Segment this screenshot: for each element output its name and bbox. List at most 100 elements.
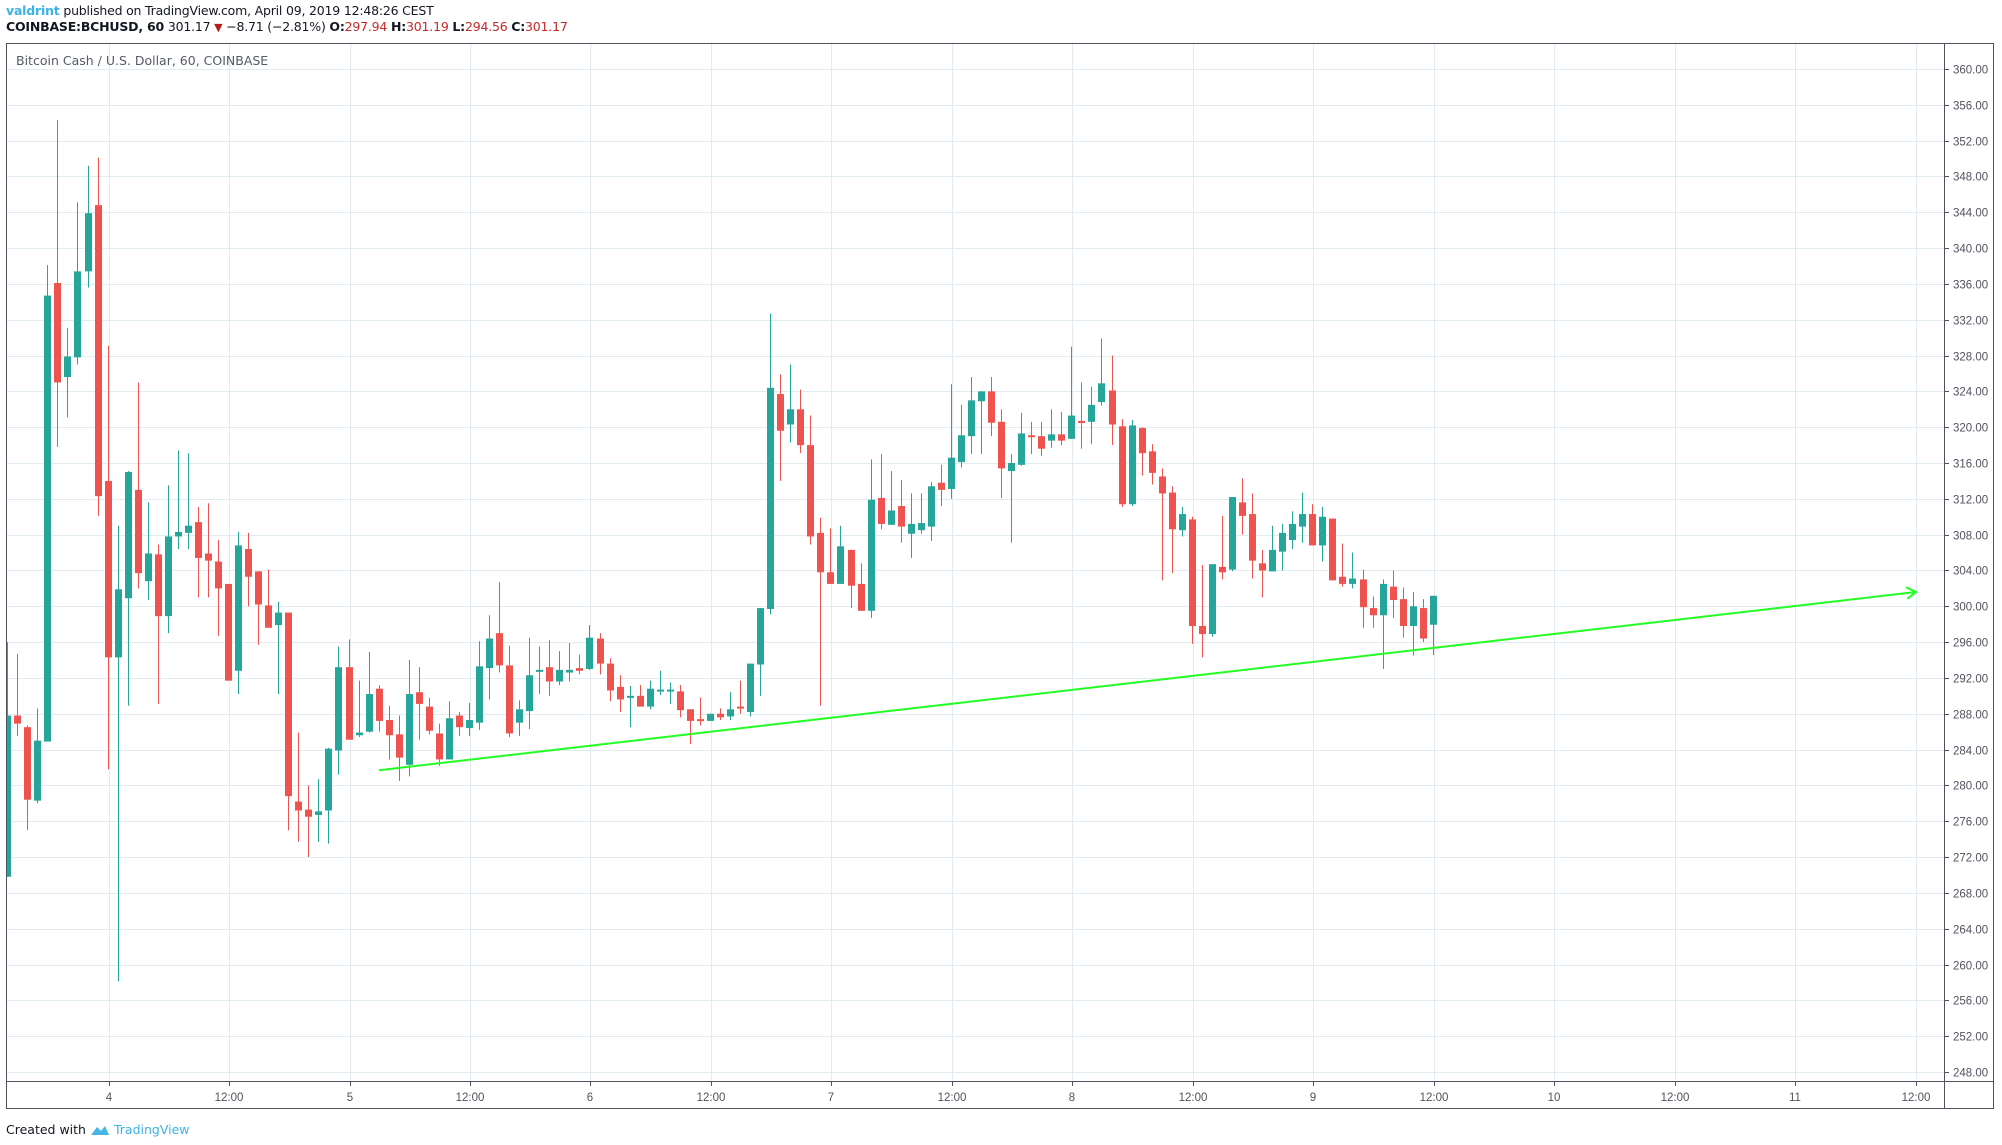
- candle: [1038, 421, 1045, 456]
- time-tick-label: 5: [347, 1092, 353, 1104]
- candle: [607, 658, 614, 702]
- price-axis[interactable]: 360.00 356.00 352.00 348.00 344.00 340.00 336.…: [1944, 65, 1988, 1080]
- price-tick-label: 252.00: [1953, 1032, 1988, 1044]
- tradingview-link[interactable]: TradingView: [113, 1122, 190, 1137]
- candle: [446, 701, 453, 760]
- candle: [556, 651, 563, 686]
- candle: [6, 642, 11, 877]
- candle: [466, 703, 473, 737]
- candle: [938, 464, 945, 507]
- candle: [436, 723, 443, 766]
- candle: [958, 404, 965, 468]
- candle: [396, 715, 403, 781]
- candle: [1129, 420, 1136, 507]
- candle: [747, 663, 754, 717]
- candle: [506, 645, 513, 738]
- time-tick-label: 12:00: [938, 1092, 967, 1104]
- candle: [516, 700, 523, 737]
- high-value: 301.19: [406, 19, 449, 34]
- price-tick-label: 312.00: [1953, 495, 1988, 507]
- candle: [1299, 492, 1306, 543]
- candle: [285, 612, 292, 831]
- candle: [1279, 523, 1286, 571]
- tradingview-logo-icon: [90, 1125, 109, 1135]
- candle: [1048, 409, 1055, 448]
- candle: [346, 639, 353, 740]
- candle: [64, 327, 71, 418]
- price-tick-label: 348.00: [1953, 172, 1988, 184]
- published-text: published on TradingView.com, April 09, …: [63, 3, 434, 18]
- candle: [145, 502, 152, 601]
- candle: [526, 637, 533, 729]
- candle: [797, 389, 804, 454]
- candle: [456, 711, 463, 737]
- price-tick-label: 248.00: [1953, 1068, 1988, 1080]
- candle: [1239, 478, 1246, 535]
- candle: [416, 667, 423, 740]
- candle: [496, 582, 503, 673]
- time-tick-label: 12:00: [456, 1092, 485, 1104]
- candle: [366, 651, 373, 733]
- candle: [1199, 565, 1206, 658]
- candle: [1028, 421, 1035, 455]
- price-tick-label: 328.00: [1953, 352, 1988, 364]
- candles: [6, 120, 1437, 982]
- candle: [978, 391, 985, 455]
- price-tick-label: 296.00: [1953, 638, 1988, 650]
- time-axis[interactable]: 4 12:00 5 12:00 6 12:00 7 12:00 8 12:00 9 12:00 10 12…: [106, 1081, 1931, 1104]
- chart-frame: [6, 43, 1994, 1109]
- candle: [356, 680, 363, 738]
- trendline[interactable]: [378, 586, 1918, 772]
- candle: [697, 697, 704, 726]
- candle: [1109, 355, 1116, 446]
- candle: [1319, 506, 1326, 562]
- low-label: L:: [452, 19, 465, 34]
- candle: [195, 506, 202, 598]
- candle: [1068, 346, 1075, 439]
- candle: [105, 345, 112, 770]
- price-tick-label: 324.00: [1953, 387, 1988, 399]
- candle: [898, 480, 905, 543]
- price-tick-label: 332.00: [1953, 316, 1988, 328]
- candle: [1169, 486, 1176, 574]
- candle: [988, 377, 995, 437]
- candle: [305, 785, 312, 858]
- candle: [315, 779, 322, 842]
- candle: [1189, 516, 1196, 644]
- price-tick-label: 256.00: [1953, 996, 1988, 1008]
- candle: [637, 685, 644, 707]
- time-tick-label: 10: [1548, 1092, 1561, 1104]
- candle: [34, 708, 41, 804]
- close-value: 301.17: [525, 19, 568, 34]
- candle: [827, 528, 834, 584]
- candle: [295, 732, 302, 842]
- candle: [1219, 515, 1226, 580]
- low-value: 294.56: [464, 19, 508, 34]
- candle: [757, 608, 764, 696]
- down-triangle-icon: ▼: [214, 21, 223, 34]
- price-tick-label: 360.00: [1953, 65, 1988, 77]
- candle: [1179, 506, 1186, 537]
- price-tick-label: 300.00: [1953, 602, 1988, 614]
- candle: [627, 685, 634, 728]
- time-tick-label: 12:00: [1902, 1092, 1931, 1104]
- candle: [777, 374, 784, 481]
- author-link[interactable]: valdrint: [6, 3, 60, 18]
- candle: [717, 708, 724, 721]
- candle: [888, 471, 895, 525]
- candle: [225, 583, 232, 681]
- candle: [1078, 382, 1085, 449]
- created-with-text: Created with: [6, 1122, 86, 1137]
- candle: [205, 503, 212, 598]
- candle: [486, 615, 493, 700]
- time-tick-label: 8: [1069, 1092, 1075, 1104]
- price-tick-label: 336.00: [1953, 280, 1988, 292]
- candle: [597, 633, 604, 675]
- candle: [1410, 591, 1417, 656]
- candle: [848, 549, 855, 609]
- candle: [115, 525, 122, 982]
- trendline-line[interactable]: [378, 590, 1917, 772]
- candle: [155, 544, 162, 704]
- candle: [576, 654, 583, 675]
